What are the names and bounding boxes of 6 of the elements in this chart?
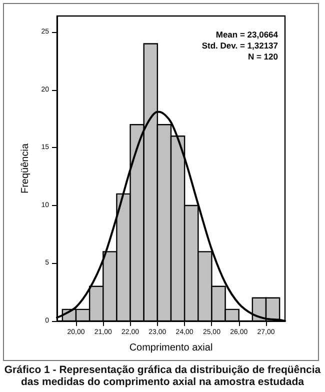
annotation: Mean = 23,0664 xyxy=(216,30,278,40)
annotation: N = 120 xyxy=(248,52,278,62)
annotation: Std. Dev. = 1,32137 xyxy=(202,40,278,50)
text: Gráfico 1 - Representação gráfica da distribuição de freqüência das medidas do comprimento axial na amostra estudada xyxy=(3,364,322,388)
x-axis-title: Comprimento axial xyxy=(129,342,213,354)
y-axis-title: Freqüência xyxy=(20,143,31,194)
